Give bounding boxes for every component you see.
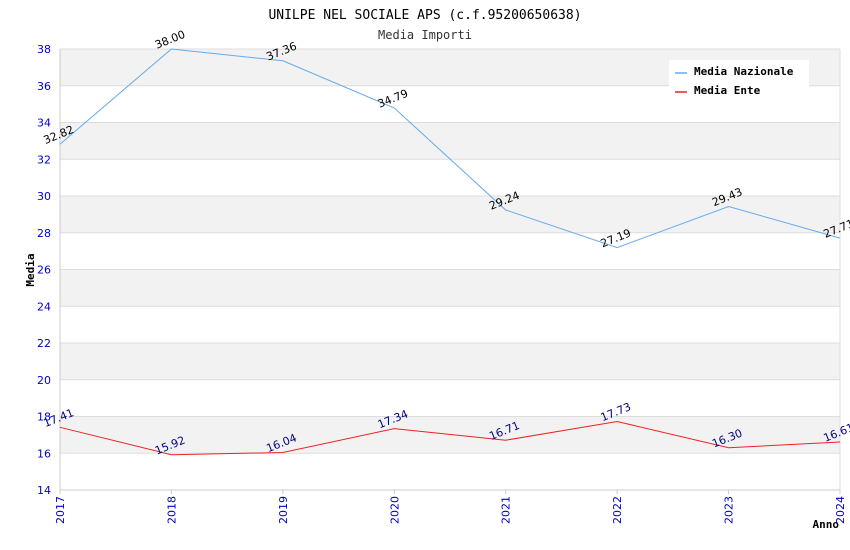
x-tick-label: 2018 bbox=[165, 496, 178, 524]
x-tick-label: 2023 bbox=[723, 496, 736, 524]
y-tick-label: 26 bbox=[37, 264, 51, 277]
gridlines bbox=[59, 48, 841, 491]
y-tick-label: 30 bbox=[37, 190, 51, 203]
y-tick-label: 18 bbox=[37, 411, 51, 424]
data-label: 38.00 bbox=[153, 28, 187, 52]
y-tick-label: 34 bbox=[37, 117, 51, 130]
y-tick-label: 14 bbox=[37, 484, 51, 497]
y-tick-label: 20 bbox=[37, 374, 51, 387]
x-tick-label: 2020 bbox=[388, 496, 401, 524]
band bbox=[60, 269, 840, 307]
series-line-nazionale bbox=[59, 48, 841, 249]
x-axis-label: Anno bbox=[813, 518, 840, 531]
x-tick-label: 2017 bbox=[54, 496, 67, 524]
y-tick-label: 24 bbox=[37, 300, 51, 313]
y-axis-ticks: 14 16 18 20 22 24 26 28 30 32 34 36 38 bbox=[37, 43, 51, 497]
y-tick-label: 28 bbox=[37, 227, 51, 240]
x-tick-label: 2024 bbox=[834, 496, 847, 524]
x-tick-label: 2021 bbox=[500, 496, 513, 524]
y-tick-label: 16 bbox=[37, 447, 51, 460]
band bbox=[60, 343, 840, 380]
legend-box bbox=[669, 60, 809, 106]
chart-title: UNILPE NEL SOCIALE APS (c.f.95200650638) bbox=[268, 8, 581, 23]
legend-label-ente: Media Ente bbox=[694, 84, 761, 97]
chart-subtitle: Media Importi bbox=[378, 28, 472, 42]
y-axis-label: Media bbox=[24, 253, 37, 286]
x-tick-label: 2019 bbox=[277, 496, 290, 524]
band bbox=[60, 122, 840, 160]
y-tick-label: 22 bbox=[37, 337, 51, 350]
background-bands bbox=[60, 49, 840, 454]
y-tick-label: 36 bbox=[37, 80, 51, 93]
y-tick-label: 32 bbox=[37, 153, 51, 166]
series-line-ente bbox=[59, 420, 841, 456]
x-axis-ticks: 2017 2018 2019 2020 2021 2022 2023 2024 bbox=[54, 490, 847, 524]
series-lines bbox=[59, 48, 841, 456]
y-tick-label: 38 bbox=[37, 43, 51, 56]
band bbox=[60, 196, 840, 233]
legend: Media Nazionale Media Ente bbox=[669, 60, 809, 106]
legend-label-nazionale: Media Nazionale bbox=[694, 65, 794, 78]
x-tick-label: 2022 bbox=[611, 496, 624, 524]
